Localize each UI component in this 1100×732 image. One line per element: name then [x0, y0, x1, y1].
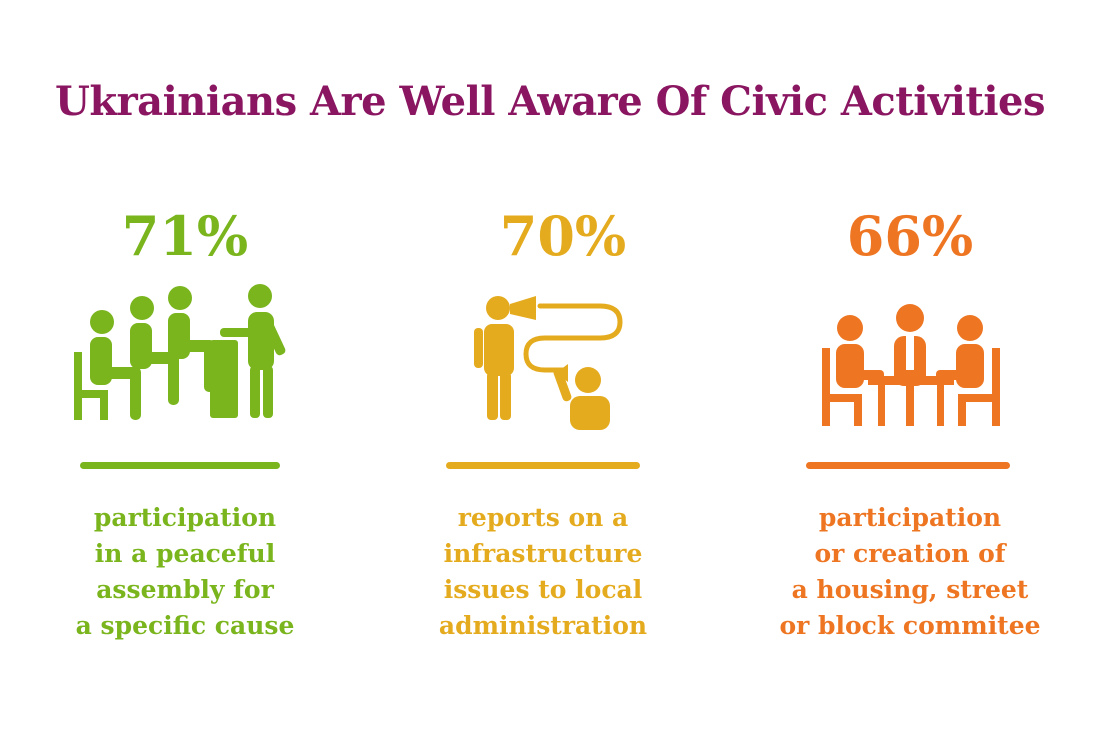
divider-bar-gold: [446, 462, 640, 469]
reporting-to-authorities-icon: [470, 292, 630, 432]
stat-card-assembly: 71%: [20, 196, 350, 276]
peaceful-assembly-icon: [70, 282, 300, 432]
stat-description-committee: participation or creation of a housing, …: [779, 503, 1041, 640]
committee-meeting-icon: [820, 300, 1002, 432]
stat-percentage: 66%: [846, 204, 974, 268]
stat-description-reporting: reports on a infrastructure issues to lo…: [438, 503, 648, 640]
divider-bar-orange: [806, 462, 1010, 469]
page-title: Ukrainians Are Well Aware Of Civic Activ…: [55, 78, 1046, 125]
stat-percentage: 70%: [499, 204, 627, 268]
stat-card-reporting: 70%: [398, 196, 728, 276]
stat-description-assembly: participation in a peaceful assembly for…: [75, 503, 295, 640]
stat-card-committee: 66%: [745, 196, 1075, 276]
stat-percentage: 71%: [121, 204, 249, 268]
divider-bar-green: [80, 462, 280, 469]
